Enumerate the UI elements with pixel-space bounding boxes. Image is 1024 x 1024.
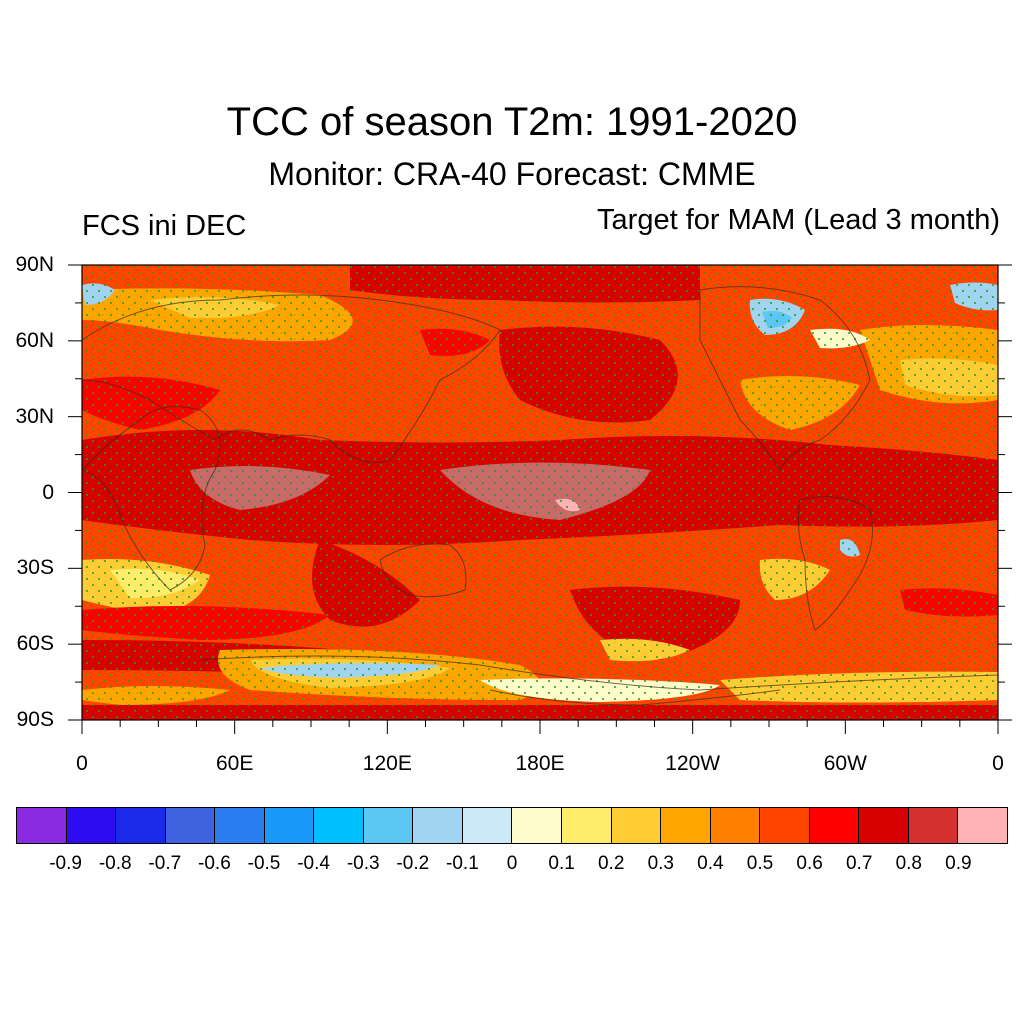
colorbar-box — [859, 808, 909, 843]
colorbar-box — [66, 808, 117, 843]
axis-ticks — [68, 264, 1012, 734]
colorbar-box — [363, 808, 414, 843]
colorbar-label: 0.4 — [697, 853, 724, 874]
latitude-label: 60N — [15, 328, 54, 352]
colorbar-box — [17, 808, 67, 843]
colorbar-label: -0.7 — [148, 853, 182, 874]
colorbar-box — [562, 808, 612, 843]
colorbar-box — [908, 808, 959, 843]
colorbar-label: 0.8 — [895, 853, 922, 874]
colorbar-box — [165, 808, 216, 843]
plot-subtitle: Monitor: CRA-40 Forecast: CMME — [268, 156, 756, 192]
left-corner-label: FCS ini DEC — [82, 210, 247, 242]
colorbar-label: 0.6 — [796, 853, 823, 874]
colorbar-label: 0 — [506, 853, 518, 874]
colorbar-label: -0.3 — [346, 853, 380, 874]
colorbar-box — [710, 808, 761, 843]
colorbar-label: -0.2 — [396, 853, 430, 874]
colorbar-label: 0.5 — [746, 853, 774, 874]
colorbar — [16, 807, 1008, 844]
longitude-label: 120W — [665, 752, 721, 775]
colorbar-box — [314, 808, 364, 843]
colorbar-label: 0.7 — [845, 853, 873, 874]
colorbar-box — [264, 808, 315, 843]
latitude-label: 30S — [16, 556, 54, 580]
colorbar-box — [413, 808, 463, 843]
colorbar-label: -0.6 — [198, 853, 231, 874]
colorbar-label: -0.1 — [446, 853, 479, 874]
right-corner-label: Target for MAM (Lead 3 month) — [597, 204, 1000, 236]
longitude-label: 120E — [362, 752, 412, 775]
coastlines — [82, 286, 998, 706]
colorbar-label: -0.5 — [247, 853, 281, 874]
colorbar-box — [215, 808, 265, 843]
latitude-label: 0 — [42, 480, 54, 504]
latitude-label: 60S — [16, 632, 54, 656]
colorbar-box — [512, 808, 563, 843]
longitude-label: 60E — [215, 752, 254, 775]
colorbar-label: 0.2 — [597, 853, 625, 874]
plot-title: TCC of season T2m: 1991-2020 — [226, 100, 798, 144]
colorbar-box — [661, 808, 711, 843]
colorbar-label: -0.9 — [49, 853, 82, 874]
significance-stippling — [82, 265, 998, 720]
longitude-label: 180E — [515, 752, 565, 775]
colorbar-box — [809, 808, 860, 843]
colorbar-box — [958, 808, 1007, 843]
colorbar-box — [611, 808, 662, 843]
colorbar-box — [116, 808, 166, 843]
colorbar-label: 0.1 — [548, 853, 575, 874]
colorbar-box — [760, 808, 810, 843]
colorbar-label: 0.3 — [647, 853, 674, 874]
colorbar-box — [462, 808, 513, 843]
colorbar-label: 0.9 — [945, 853, 972, 874]
longitude-label: 0 — [992, 752, 1004, 775]
latitude-label: 30N — [15, 404, 54, 428]
longitude-label: 60W — [823, 752, 867, 775]
colorbar-label: -0.8 — [98, 853, 132, 874]
colorbar-label: -0.4 — [297, 853, 330, 874]
longitude-label: 0 — [76, 752, 88, 775]
latitude-label: 90N — [15, 253, 54, 276]
latitude-label: 90S — [16, 708, 54, 731]
